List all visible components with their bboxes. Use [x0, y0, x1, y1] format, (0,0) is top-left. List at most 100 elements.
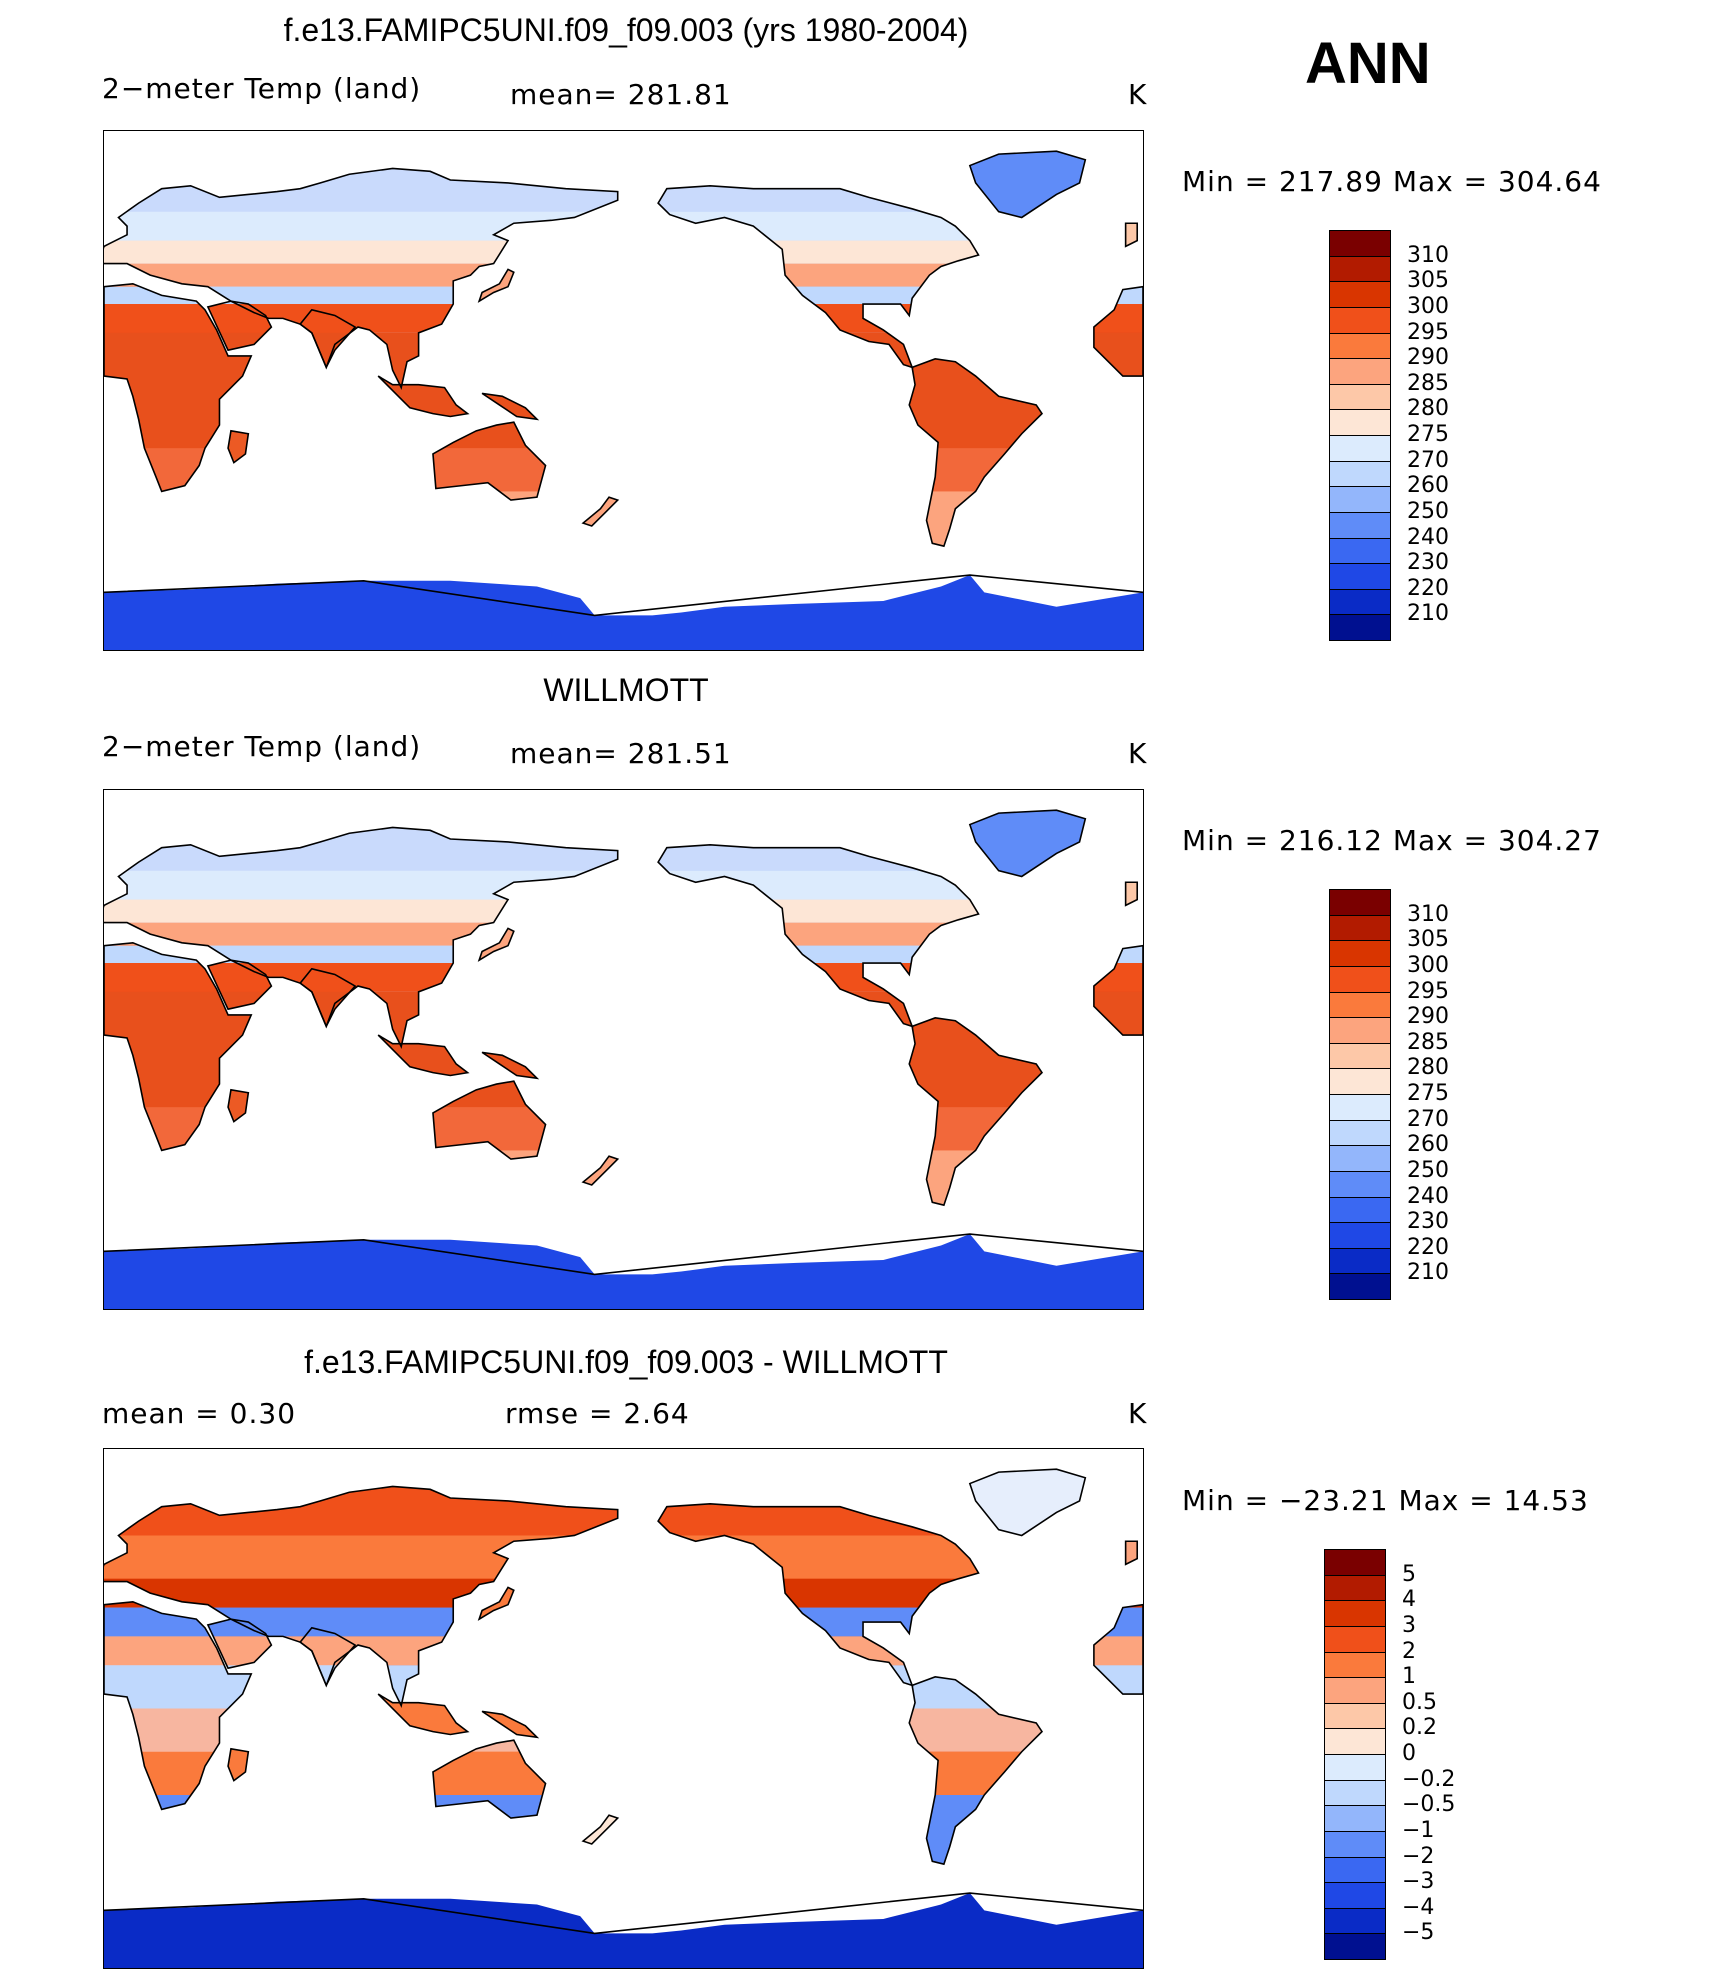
- colorbar-tick-label: −5: [1402, 1920, 1435, 1946]
- colorbar-tick-label: 290: [1407, 345, 1449, 371]
- panel-1-units: K: [1128, 78, 1148, 111]
- colorbar-tick-label: −0.5: [1402, 1792, 1456, 1818]
- colorbar-swatch: [1329, 588, 1391, 615]
- colorbar-tick-label: 4: [1402, 1587, 1416, 1613]
- colorbar-tick-label: 290: [1407, 1004, 1449, 1030]
- colorbar-tick-label: 220: [1407, 575, 1449, 601]
- panel-1-map: [103, 130, 1144, 651]
- colorbar-swatch: [1329, 991, 1391, 1018]
- panel-2-mean: mean= 281.51: [510, 737, 732, 770]
- colorbar-swatch: [1324, 1702, 1386, 1729]
- colorbar-swatch: [1324, 1933, 1386, 1960]
- colorbar-tick-label: 300: [1407, 952, 1449, 978]
- colorbar-swatch: [1329, 1068, 1391, 1095]
- panel-1-variable-label: 2−meter Temp (land): [102, 72, 422, 105]
- colorbar-tick-label: 3: [1402, 1612, 1416, 1638]
- colorbar-swatch: [1329, 914, 1391, 941]
- colorbar-swatch: [1329, 1170, 1391, 1197]
- colorbar-swatch: [1324, 1728, 1386, 1755]
- colorbar-swatch: [1329, 460, 1391, 487]
- colorbar-swatch: [1329, 230, 1391, 257]
- panel-3-colorbar: 5 4 3 2 1 0.5 0.2 0 −0.2 −0.5 −1 −2 −3 −4 −5: [1324, 1549, 1455, 1960]
- colorbar-tick-label: 275: [1407, 422, 1449, 447]
- panel-3-map: [103, 1448, 1144, 1969]
- colorbar-tick-label: −1: [1402, 1817, 1435, 1843]
- colorbar-tick-label: 5: [1402, 1561, 1416, 1587]
- colorbar-tick-label: 305: [1407, 268, 1449, 294]
- colorbar-swatch: [1329, 940, 1391, 967]
- colorbar-tick-label: 275: [1407, 1081, 1449, 1106]
- panel-1-title: f.e13.FAMIPC5UNI.f09_f09.003 (yrs 1980-2…: [283, 12, 969, 48]
- panel-3-rmse: rmse = 2.64: [505, 1397, 690, 1430]
- panel-1-colorbar: 310 305 300 295 290 285 280 275 270 260 250 240 230 2…: [1329, 230, 1449, 641]
- panel-3-units: K: [1128, 1397, 1148, 1430]
- colorbar-swatch: [1329, 1247, 1391, 1274]
- colorbar-tick-label: 285: [1407, 1029, 1449, 1055]
- colorbar-tick-label: 220: [1407, 1234, 1449, 1260]
- colorbar-swatch: [1329, 358, 1391, 385]
- colorbar-swatch: [1324, 1882, 1386, 1909]
- colorbar-swatch: [1324, 1549, 1386, 1576]
- panel-2-minmax: Min = 216.12 Max = 304.27: [1182, 824, 1602, 857]
- colorbar-swatch: [1324, 1574, 1386, 1601]
- colorbar-tick-label: 230: [1407, 550, 1449, 576]
- colorbar-swatch: [1324, 1754, 1386, 1781]
- colorbar-tick-label: −2: [1402, 1843, 1435, 1869]
- colorbar-tick-label: 230: [1407, 1209, 1449, 1235]
- colorbar-tick-label: 300: [1407, 293, 1449, 319]
- colorbar-tick-label: 310: [1407, 242, 1449, 268]
- colorbar-swatch: [1329, 1094, 1391, 1121]
- colorbar-swatch: [1329, 332, 1391, 359]
- colorbar-swatch: [1329, 255, 1391, 282]
- colorbar-tick-label: 0: [1402, 1741, 1416, 1766]
- colorbar-swatch: [1329, 409, 1391, 436]
- colorbar-swatch: [1329, 965, 1391, 992]
- colorbar-swatch: [1329, 281, 1391, 308]
- colorbar-swatch: [1324, 1779, 1386, 1806]
- colorbar-swatch: [1329, 486, 1391, 513]
- colorbar-tick-label: 295: [1407, 978, 1449, 1004]
- colorbar-tick-label: 1: [1402, 1664, 1416, 1690]
- colorbar-swatch: [1324, 1625, 1386, 1652]
- colorbar-swatch: [1329, 614, 1391, 641]
- colorbar-tick-label: 210: [1407, 601, 1449, 627]
- colorbar-swatch: [1324, 1907, 1386, 1934]
- colorbar-swatch: [1324, 1856, 1386, 1883]
- colorbar-swatch: [1324, 1805, 1386, 1832]
- colorbar-tick-label: 305: [1407, 927, 1449, 953]
- panel-2-title: WILLMOTT: [543, 672, 709, 708]
- panel-3-minmax: Min = −23.21 Max = 14.53: [1182, 1484, 1589, 1517]
- colorbar-tick-label: 310: [1407, 901, 1449, 927]
- colorbar-tick-label: −0.2: [1402, 1766, 1456, 1792]
- colorbar-swatch: [1329, 1042, 1391, 1069]
- colorbar-swatch: [1324, 1677, 1386, 1704]
- colorbar-swatch: [1329, 563, 1391, 590]
- colorbar-swatch: [1329, 1017, 1391, 1044]
- season-label: ANN: [1305, 31, 1431, 96]
- panel-3-mean: mean = 0.30: [102, 1397, 297, 1430]
- colorbar-tick-label: 250: [1407, 1157, 1449, 1183]
- panel-2-colorbar: 310 305 300 295 290 285 280 275 270 260 250 240 230 2…: [1329, 889, 1449, 1300]
- colorbar-tick-label: 0.2: [1402, 1715, 1437, 1741]
- colorbar-tick-label: 285: [1407, 370, 1449, 396]
- colorbar-tick-label: 0.5: [1402, 1689, 1437, 1715]
- colorbar-swatch: [1329, 306, 1391, 333]
- colorbar-swatch: [1329, 1196, 1391, 1223]
- panel-1-minmax: Min = 217.89 Max = 304.64: [1182, 165, 1602, 198]
- colorbar-swatch: [1329, 435, 1391, 462]
- colorbar-swatch: [1329, 383, 1391, 410]
- panel-2-variable-label: 2−meter Temp (land): [102, 730, 422, 763]
- panel-3-title: f.e13.FAMIPC5UNI.f09_f09.003 - WILLMOTT: [304, 1344, 948, 1380]
- colorbar-swatch: [1329, 1273, 1391, 1300]
- colorbar-swatch: [1329, 1222, 1391, 1249]
- colorbar-tick-label: 240: [1407, 1183, 1449, 1209]
- colorbar-tick-label: −4: [1402, 1894, 1435, 1920]
- colorbar-tick-label: 260: [1407, 1132, 1449, 1158]
- colorbar-swatch: [1329, 511, 1391, 538]
- colorbar-swatch: [1324, 1600, 1386, 1627]
- panel-2-map: [103, 789, 1144, 1310]
- panel-1-mean: mean= 281.81: [510, 78, 732, 111]
- colorbar-swatch: [1324, 1651, 1386, 1678]
- colorbar-tick-label: 240: [1407, 524, 1449, 550]
- colorbar-swatch: [1329, 889, 1391, 916]
